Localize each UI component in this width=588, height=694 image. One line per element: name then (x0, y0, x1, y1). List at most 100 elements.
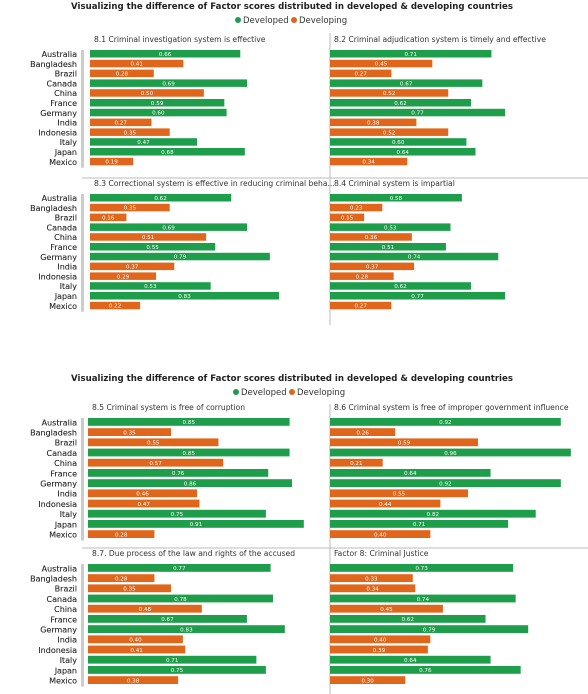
bar-italy[interactable] (88, 509, 266, 518)
bar-india[interactable] (330, 489, 468, 498)
bar-indonesia[interactable] (90, 272, 157, 280)
bar-australia[interactable] (330, 418, 561, 426)
bar-australia[interactable] (88, 418, 290, 426)
bar-india[interactable] (90, 118, 152, 127)
bar-brazil[interactable] (88, 438, 219, 447)
bar-india[interactable] (330, 635, 431, 644)
bar-bangladesh[interactable] (88, 574, 155, 582)
bar-indonesia[interactable] (330, 499, 441, 508)
bar-india[interactable] (330, 118, 417, 127)
bar-mexico[interactable] (90, 301, 141, 310)
bar-japan[interactable] (330, 520, 509, 528)
bar-japan[interactable] (88, 666, 266, 674)
panel-scrollbar[interactable] (81, 564, 84, 687)
bar-brazil[interactable] (90, 213, 127, 222)
bar-india[interactable] (88, 635, 183, 644)
bar-germany[interactable] (330, 479, 561, 487)
bar-australia[interactable] (330, 50, 492, 58)
bar-indonesia[interactable] (330, 645, 428, 654)
bar-germany[interactable] (88, 479, 292, 487)
bar-japan[interactable] (90, 148, 245, 156)
bar-france[interactable] (90, 243, 216, 251)
bar-france[interactable] (90, 99, 225, 107)
bar-japan[interactable] (90, 292, 279, 300)
bar-brazil[interactable] (88, 584, 172, 593)
bar-brazil[interactable] (330, 69, 392, 78)
bar-france[interactable] (330, 469, 491, 477)
bar-brazil[interactable] (90, 69, 154, 78)
bar-mexico[interactable] (330, 301, 392, 310)
bar-bangladesh[interactable] (330, 574, 413, 582)
bar-brazil[interactable] (330, 213, 365, 222)
bar-italy[interactable] (330, 282, 471, 290)
bar-australia[interactable] (330, 194, 462, 202)
bar-germany[interactable] (88, 625, 285, 633)
bar-china[interactable] (330, 604, 443, 613)
bar-china[interactable] (88, 458, 224, 467)
bar-china[interactable] (330, 458, 383, 467)
bar-australia[interactable] (330, 564, 514, 572)
bar-canada[interactable] (88, 448, 290, 457)
bar-china[interactable] (330, 233, 412, 241)
bar-canada[interactable] (90, 79, 248, 87)
bar-japan[interactable] (330, 292, 506, 300)
bar-germany[interactable] (90, 108, 227, 117)
bar-bangladesh[interactable] (90, 59, 184, 68)
bar-japan[interactable] (88, 520, 304, 528)
bar-canada[interactable] (88, 594, 273, 603)
bar-italy[interactable] (330, 655, 491, 664)
bar-italy[interactable] (330, 138, 467, 146)
bar-canada[interactable] (90, 223, 248, 231)
bar-bangladesh[interactable] (90, 203, 170, 212)
bar-china[interactable] (330, 89, 449, 97)
bar-australia[interactable] (90, 194, 232, 202)
bar-germany[interactable] (90, 252, 270, 261)
bar-brazil[interactable] (330, 584, 416, 593)
bar-italy[interactable] (330, 509, 536, 518)
bar-mexico[interactable] (330, 676, 406, 684)
bar-india[interactable] (330, 262, 415, 271)
bar-germany[interactable] (330, 625, 529, 633)
bar-bangladesh[interactable] (330, 428, 396, 436)
bar-mexico[interactable] (88, 530, 155, 538)
bar-mexico[interactable] (90, 157, 134, 166)
bar-australia[interactable] (88, 564, 271, 572)
bar-canada[interactable] (330, 223, 451, 231)
panel-scrollbar[interactable] (81, 418, 84, 541)
bar-italy[interactable] (88, 655, 257, 664)
bar-france[interactable] (330, 99, 471, 107)
bar-italy[interactable] (90, 138, 198, 146)
bar-canada[interactable] (330, 594, 516, 603)
bar-indonesia[interactable] (330, 272, 394, 280)
bar-france[interactable] (88, 615, 247, 623)
bar-indonesia[interactable] (330, 128, 449, 136)
bar-indonesia[interactable] (88, 645, 186, 654)
bar-bangladesh[interactable] (88, 428, 172, 436)
bar-france[interactable] (330, 243, 446, 251)
bar-mexico[interactable] (330, 530, 431, 538)
bar-india[interactable] (88, 489, 198, 498)
bar-japan[interactable] (330, 148, 476, 156)
bar-indonesia[interactable] (88, 499, 200, 508)
panel-scrollbar[interactable] (81, 50, 84, 168)
bar-canada[interactable] (330, 448, 571, 457)
bar-italy[interactable] (90, 282, 211, 290)
bar-france[interactable] (88, 469, 269, 477)
bar-australia[interactable] (90, 50, 241, 58)
bar-china[interactable] (88, 604, 202, 613)
bar-india[interactable] (90, 262, 175, 271)
bar-germany[interactable] (330, 108, 506, 117)
bar-mexico[interactable] (88, 676, 179, 684)
bar-bangladesh[interactable] (330, 59, 433, 68)
bar-canada[interactable] (330, 79, 483, 87)
bar-japan[interactable] (330, 666, 521, 674)
bar-brazil[interactable] (330, 438, 479, 447)
bar-bangladesh[interactable] (330, 203, 383, 212)
bar-france[interactable] (330, 615, 486, 623)
bar-china[interactable] (90, 89, 204, 97)
bar-indonesia[interactable] (90, 128, 170, 136)
bar-china[interactable] (90, 233, 207, 241)
bar-germany[interactable] (330, 252, 499, 261)
bar-mexico[interactable] (330, 157, 408, 166)
panel-scrollbar[interactable] (81, 194, 84, 312)
